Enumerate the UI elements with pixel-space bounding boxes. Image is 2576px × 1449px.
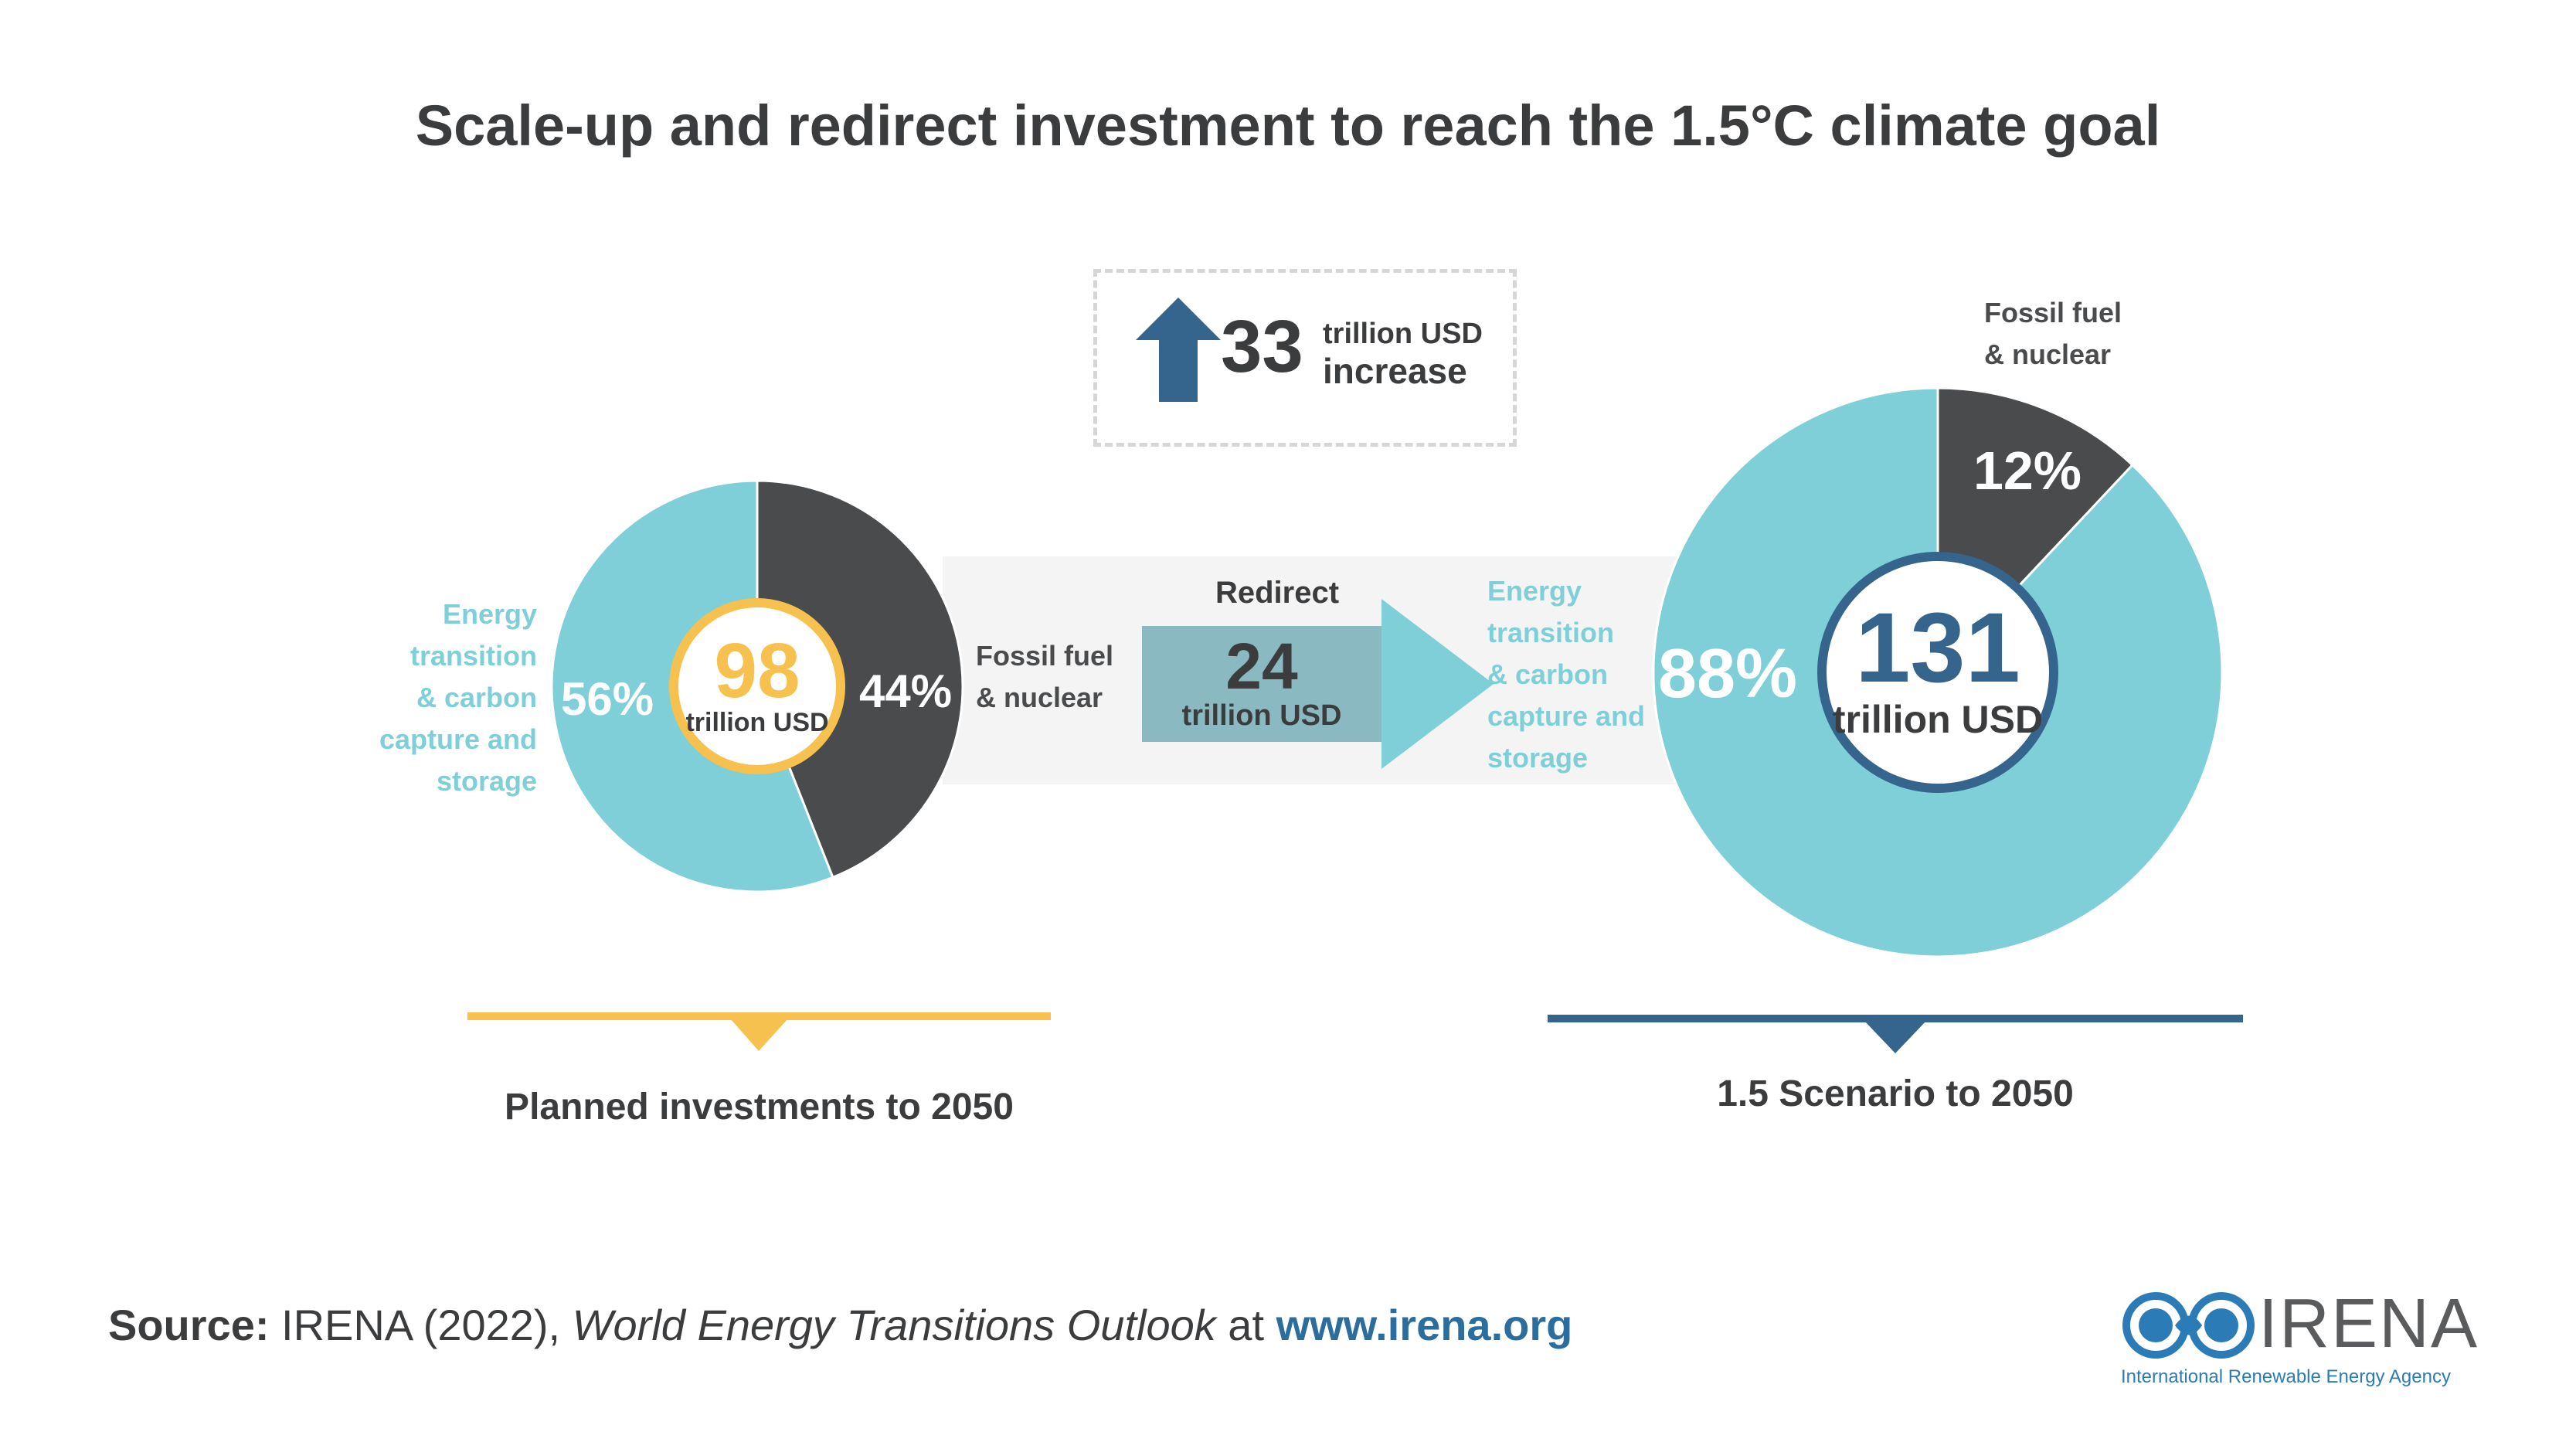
planned-label: Planned investments to 2050	[505, 1087, 1014, 1128]
irena-logo: IRENA International Renewable Energy Age…	[2121, 1285, 2492, 1389]
planned-investments-pie: 98 trillion USD 56% 44%	[550, 479, 964, 893]
source-prefix: Source:	[108, 1301, 270, 1349]
increase-box: 33 trillion USD increase	[1093, 269, 1517, 447]
scenario-pie: 131 trillion USD 88% 12%	[1652, 386, 2224, 958]
label-line: capture and	[379, 723, 537, 755]
label-line: & carbon	[1487, 658, 1609, 690]
redirect-label: Redirect	[1215, 576, 1340, 610]
label-line: Energy	[1487, 575, 1582, 607]
fossil-slice	[756, 479, 964, 879]
scenario-transition-label: Energy transition & carbon capture and s…	[1487, 570, 1645, 779]
redirect-arrow	[1142, 599, 1494, 769]
logo-name: IRENA	[2258, 1285, 2479, 1362]
planned-fossil-pct: 44%	[859, 665, 952, 717]
source-text: IRENA (2022),	[269, 1301, 573, 1349]
label-line: storage	[436, 765, 537, 797]
planned-total-ring	[669, 598, 845, 774]
scenario-total-ring	[1817, 552, 2058, 793]
redirect-unit: trillion USD	[1181, 699, 1342, 732]
planned-transition-pct: 56%	[561, 673, 654, 725]
planned-fossil-label: Fossil fuel & nuclear	[976, 635, 1113, 719]
scenario-transition-pct: 88%	[1658, 635, 1797, 713]
scenario-total-value: 131	[1855, 593, 2020, 703]
scenario-marker	[1548, 1015, 2243, 1053]
source-url-link[interactable]: www.irena.org	[1276, 1301, 1573, 1349]
label-line: storage	[1487, 742, 1589, 774]
scenario-fossil-pct: 12%	[1973, 440, 2082, 501]
redirect-value: 24	[1225, 630, 1298, 702]
planned-marker	[467, 1012, 1051, 1051]
increase-unit-line2: increase	[1323, 351, 1467, 391]
planned-transition-label: Energy transition & carbon capture and s…	[340, 594, 537, 802]
scenario-label: 1.5 Scenario to 2050	[1717, 1073, 2074, 1114]
label-line: transition	[410, 640, 537, 672]
page-title: Scale-up and redirect investment to reac…	[415, 94, 2161, 158]
logo-subtitle: International Renewable Energy Agency	[2121, 1366, 2451, 1387]
label-line: capture and	[1487, 700, 1646, 732]
planned-total-value: 98	[714, 628, 800, 714]
planned-total-unit: trillion USD	[685, 708, 828, 737]
label-line: & nuclear	[1984, 338, 2112, 370]
source-publication: World Energy Transitions Outlook	[572, 1301, 1216, 1349]
label-line: transition	[1487, 617, 1615, 648]
label-line: & carbon	[416, 682, 537, 713]
label-line: & nuclear	[976, 682, 1103, 713]
increase-value: 33	[1221, 305, 1303, 388]
scenario-fossil-label: Fossil fuel & nuclear	[1984, 292, 2122, 376]
scenario-total-unit: trillion USD	[1833, 698, 2043, 741]
increase-unit-line1: trillion USD	[1323, 318, 1483, 350]
source-line: Source: IRENA (2022), World Energy Trans…	[108, 1300, 1572, 1350]
up-arrow-icon	[1136, 298, 1221, 402]
source-at: at	[1215, 1301, 1276, 1349]
label-line: Fossil fuel	[1984, 297, 2122, 328]
globe-icon	[2122, 1292, 2255, 1359]
label-line: Fossil fuel	[976, 640, 1114, 672]
label-line: Energy	[442, 598, 537, 630]
